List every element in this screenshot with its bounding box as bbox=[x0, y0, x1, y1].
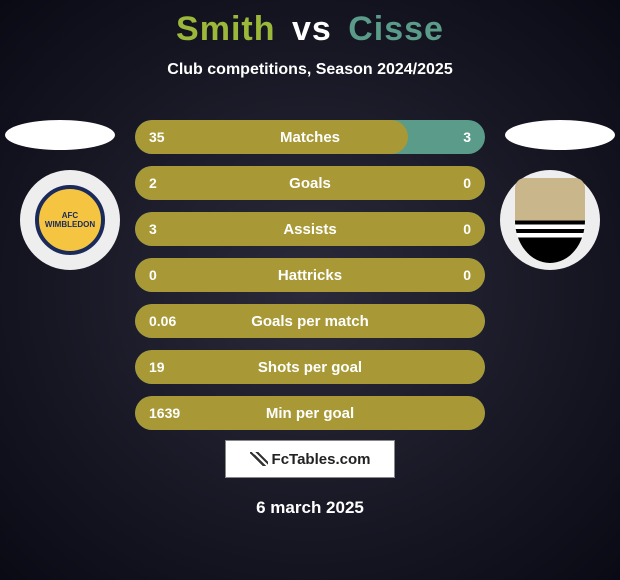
stat-bars: 35Matches32Goals03Assists00Hattricks00.0… bbox=[135, 120, 485, 442]
date: 6 march 2025 bbox=[0, 498, 620, 518]
subtitle: Club competitions, Season 2024/2025 bbox=[0, 61, 620, 79]
stat-label: Shots per goal bbox=[135, 359, 485, 376]
afc-wimbledon-badge-icon: AFCWIMBLEDON bbox=[35, 185, 105, 255]
stat-value-right: 0 bbox=[463, 175, 471, 191]
logo-text: FcTables.com bbox=[272, 451, 371, 468]
stat-label: Goals per match bbox=[135, 313, 485, 330]
ellipse-decoration-left bbox=[5, 120, 115, 150]
stat-value-right: 0 bbox=[463, 221, 471, 237]
stat-bar: 35Matches3 bbox=[135, 120, 485, 154]
stat-bar: 0.06Goals per match bbox=[135, 304, 485, 338]
stat-label: Matches bbox=[135, 129, 485, 146]
stat-label: Goals bbox=[135, 175, 485, 192]
stat-value-right: 0 bbox=[463, 267, 471, 283]
stat-bar: 3Assists0 bbox=[135, 212, 485, 246]
club-crest-left: AFCWIMBLEDON bbox=[20, 170, 120, 270]
vs-text: vs bbox=[292, 10, 332, 48]
stat-value-right: 3 bbox=[463, 129, 471, 145]
comparison-title: Smith vs Cisse bbox=[0, 0, 620, 49]
ellipse-decoration-right bbox=[505, 120, 615, 150]
club-crest-right bbox=[500, 170, 600, 270]
stat-label: Min per goal bbox=[135, 405, 485, 422]
player2-name: Cisse bbox=[348, 10, 444, 48]
stat-bar: 0Hattricks0 bbox=[135, 258, 485, 292]
stat-label: Assists bbox=[135, 221, 485, 238]
player1-name: Smith bbox=[176, 10, 275, 48]
stat-bar: 1639Min per goal bbox=[135, 396, 485, 430]
stat-bar: 19Shots per goal bbox=[135, 350, 485, 384]
stat-bar: 2Goals0 bbox=[135, 166, 485, 200]
stat-label: Hattricks bbox=[135, 267, 485, 284]
notts-county-badge-icon bbox=[515, 178, 585, 263]
fctables-logo: FcTables.com bbox=[225, 440, 395, 478]
chart-icon bbox=[250, 452, 268, 466]
